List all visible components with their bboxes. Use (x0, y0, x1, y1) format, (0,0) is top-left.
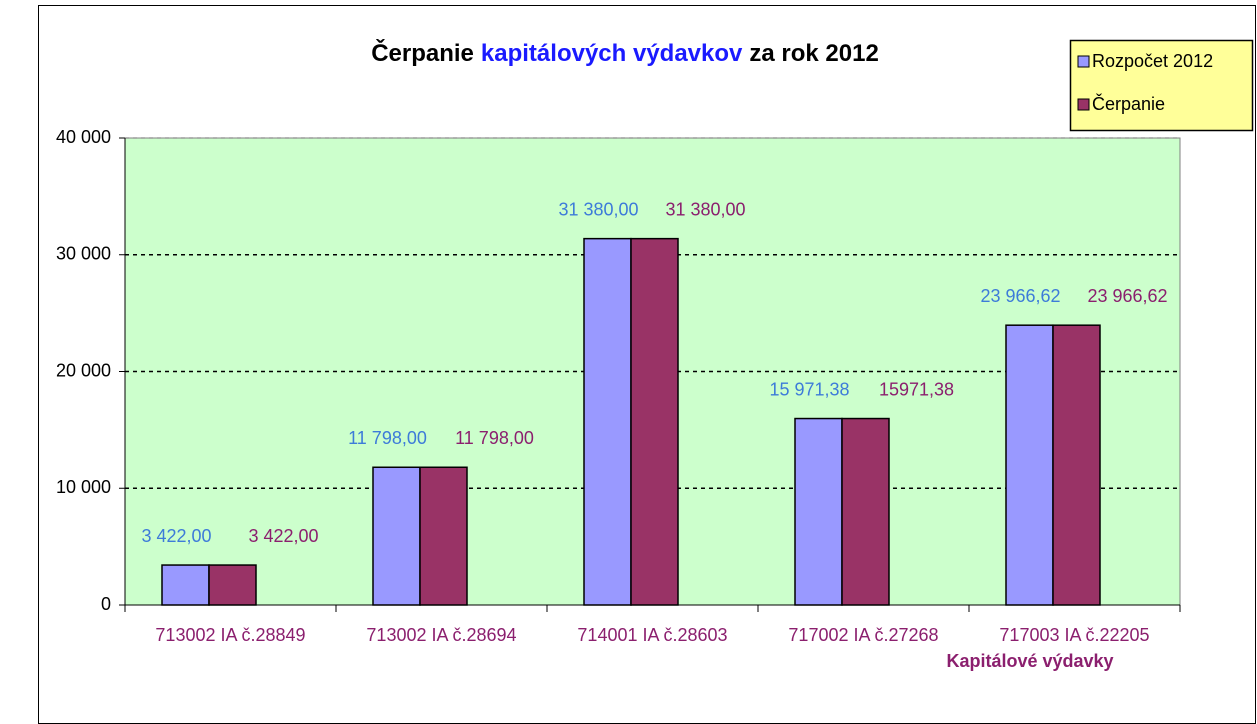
x-tick-label: 713002 IA č.28849 (155, 625, 305, 645)
y-tick-label: 10 000 (56, 477, 111, 497)
value-label: 3 422,00 (141, 526, 211, 546)
bar (583, 237, 632, 606)
legend-swatch (1077, 55, 1090, 68)
value-label: 11 798,00 (348, 428, 427, 448)
value-label: 11 798,00 (455, 428, 534, 448)
title-part: Čerpanie (371, 39, 474, 67)
bar (208, 564, 257, 606)
y-tick-label: 30 000 (56, 244, 111, 264)
bar (419, 466, 468, 606)
y-tick-label: 0 (101, 594, 111, 614)
x-tick-label: 717002 IA č.27268 (788, 625, 938, 645)
y-tick-label: 40 000 (56, 127, 111, 147)
value-label: 23 966,62 (980, 286, 1060, 306)
legend (1069, 39, 1254, 132)
legend-swatch (1077, 98, 1090, 111)
chart-title: Čerpanie kapitálových výdavkov za rok 2012 (371, 39, 879, 67)
value-label: 15971,38 (879, 379, 954, 399)
x-tick-label: 714001 IA č.28603 (577, 625, 727, 645)
y-tick-label: 20 000 (56, 360, 111, 380)
value-label: 15 971,38 (769, 379, 849, 399)
title-part: kapitálových výdavkov (481, 40, 743, 67)
x-tick-label: 717003 IA č.22205 (999, 625, 1149, 645)
title-part: za rok 2012 (749, 40, 878, 67)
legend-label: Čerpanie (1092, 93, 1165, 114)
value-label: 31 380,00 (558, 199, 638, 219)
value-label: 23 966,62 (1087, 286, 1167, 306)
bar (372, 466, 421, 606)
bar (794, 417, 843, 606)
value-label: 3 422,00 (248, 526, 318, 546)
x-axis-label: Kapitálové výdavky (946, 651, 1113, 671)
legend-label: Rozpočet 2012 (1092, 51, 1213, 71)
bar (1005, 324, 1054, 606)
x-tick-label: 713002 IA č.28694 (366, 625, 516, 645)
bar (630, 237, 679, 606)
bar (1052, 324, 1101, 606)
bar (161, 564, 210, 606)
value-label: 31 380,00 (665, 199, 745, 219)
bar (841, 417, 890, 606)
